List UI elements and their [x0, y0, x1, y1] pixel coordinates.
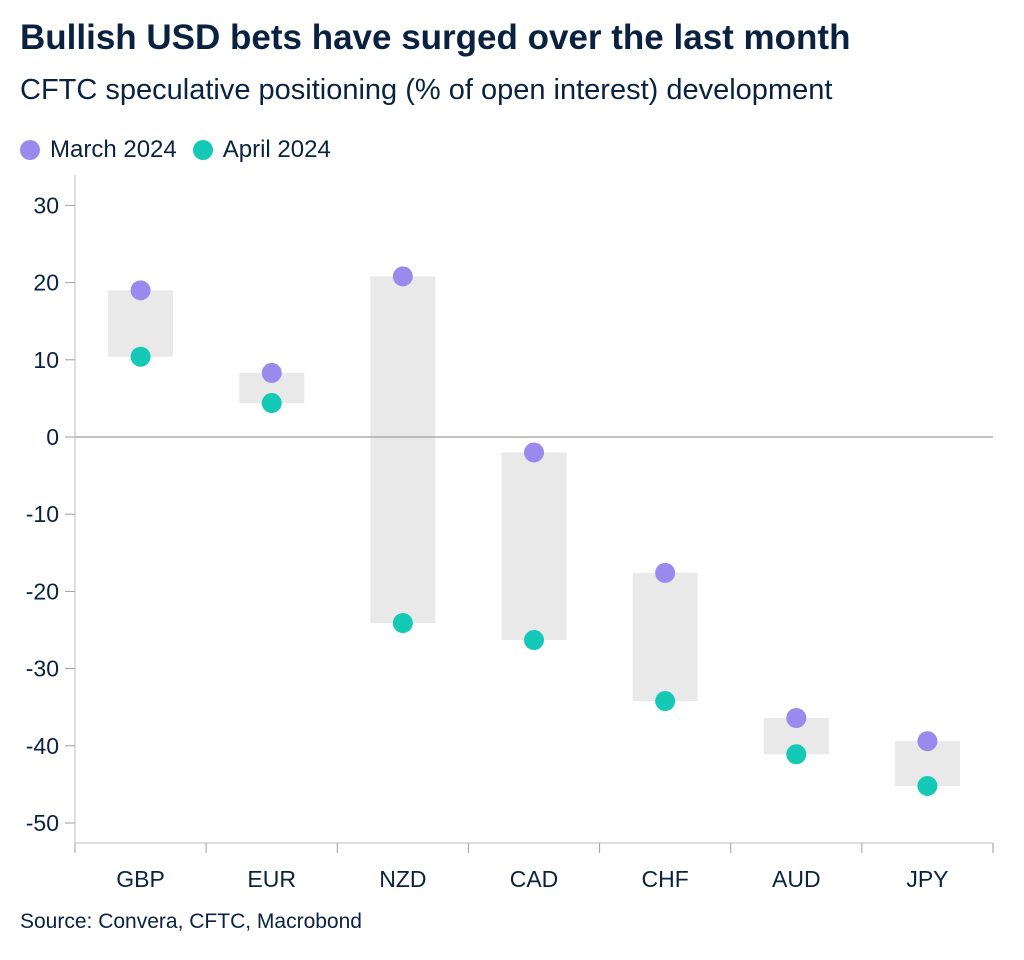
x-tick-label-chf: CHF: [642, 866, 689, 892]
x-tick-label-eur: EUR: [247, 866, 296, 892]
point-april-chf: [655, 691, 676, 712]
y-tick-label: -40: [26, 733, 59, 759]
chart-title: Bullish USD bets have surged over the la…: [20, 18, 851, 57]
point-march-nzd: [392, 266, 413, 287]
source-note: Source: Convera, CFTC, Macrobond: [20, 910, 362, 933]
legend-label-march: March 2024: [50, 136, 177, 163]
x-tick-label-aud: AUD: [772, 866, 821, 892]
y-tick-label: 0: [46, 424, 59, 450]
point-march-jpy: [917, 731, 938, 752]
y-tick-label: 30: [33, 192, 59, 218]
point-march-gbp: [130, 280, 151, 301]
legend: March 2024 April 2024: [20, 136, 347, 164]
point-april-jpy: [917, 775, 938, 796]
legend-item-april: April 2024: [192, 136, 331, 164]
point-march-aud: [786, 708, 807, 729]
point-april-cad: [524, 630, 544, 651]
x-tick-label-gbp: GBP: [116, 866, 165, 892]
y-tick-label: -30: [26, 656, 59, 682]
range-bar-chf: [632, 572, 698, 702]
y-tick-label: 10: [33, 347, 59, 373]
legend-dot-march: [20, 140, 40, 160]
x-tick-label-nzd: NZD: [379, 866, 426, 892]
y-tick-label: -50: [26, 810, 59, 836]
point-april-aud: [786, 744, 807, 765]
legend-label-april: April 2024: [222, 136, 331, 163]
y-tick-label: 20: [33, 270, 59, 296]
point-march-cad: [524, 442, 544, 463]
legend-item-march: March 2024: [20, 136, 177, 164]
legend-dot-april: [192, 140, 213, 160]
x-tick-label-jpy: JPY: [906, 866, 948, 892]
y-tick-label: -10: [26, 501, 59, 527]
point-march-eur: [261, 362, 282, 383]
chart-subtitle: CFTC speculative positioning (% of open …: [20, 74, 833, 106]
point-april-eur: [261, 393, 282, 414]
range-bar-cad: [501, 452, 567, 641]
y-tick-label: -20: [26, 578, 59, 604]
point-april-nzd: [392, 613, 413, 634]
point-april-gbp: [130, 346, 151, 367]
point-march-chf: [655, 562, 676, 583]
range-bar-gbp: [108, 290, 174, 357]
x-tick-label-cad: CAD: [510, 866, 559, 892]
range-bar-nzd: [370, 276, 436, 624]
